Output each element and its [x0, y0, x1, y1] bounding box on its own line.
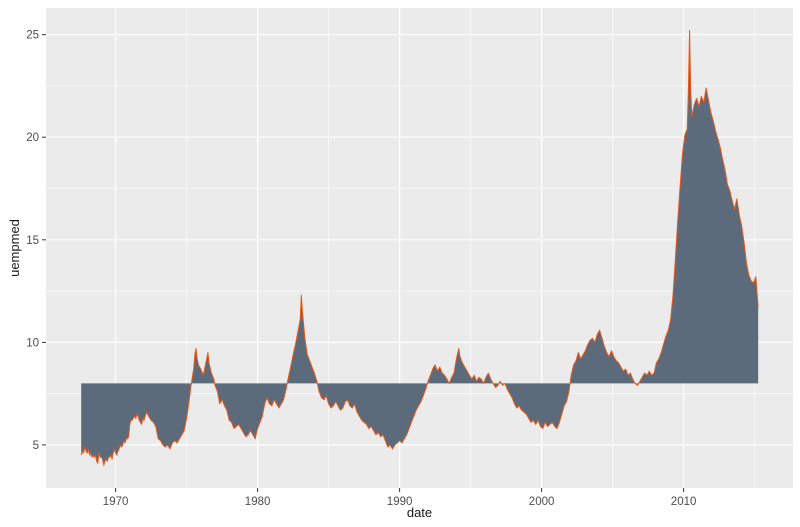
y-tick-label-25: 25 — [26, 30, 39, 42]
area-ribbon — [81, 30, 759, 466]
y-tick-label-20: 20 — [26, 132, 39, 144]
y-tick-label-10: 10 — [26, 337, 39, 349]
x-tick-label-2010: 2010 — [671, 496, 697, 508]
x-tick-label-2000: 2000 — [529, 496, 555, 508]
x-tick-label-1970: 1970 — [103, 496, 129, 508]
series-line — [80, 30, 759, 466]
x-axis-title: date — [406, 505, 433, 520]
y-tick-label-5: 5 — [33, 440, 39, 452]
x-tick-label-1980: 1980 — [245, 496, 271, 508]
y-tick-label-15: 15 — [26, 235, 39, 247]
x-tick-label-1990: 1990 — [387, 496, 413, 508]
